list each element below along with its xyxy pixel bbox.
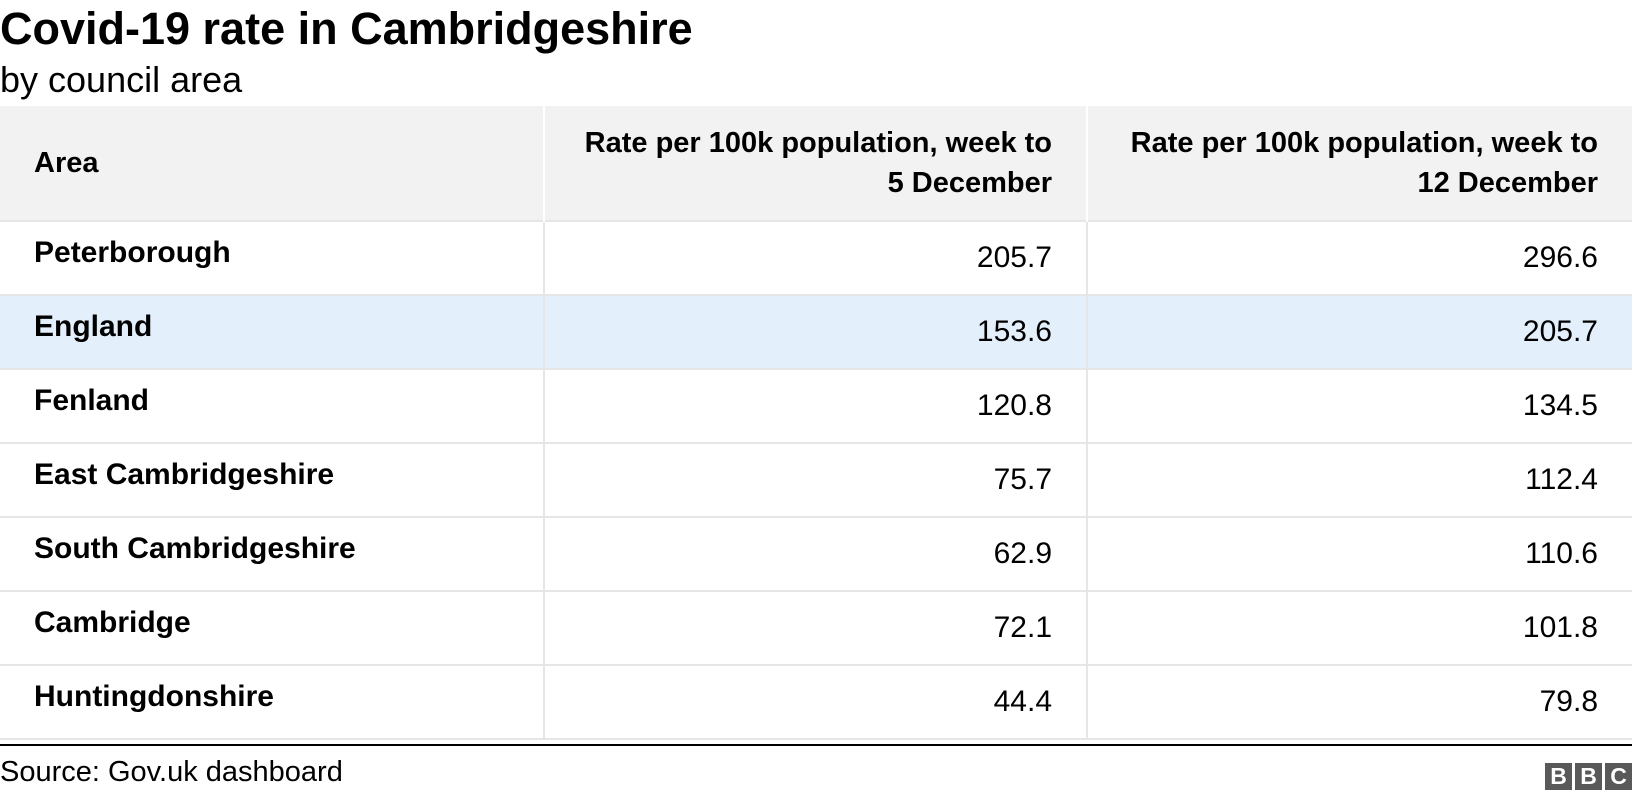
week-to-12-december-cell: 134.5 <box>1087 368 1632 443</box>
table-row: Cambridge 72.1 101.8 <box>0 590 1632 665</box>
bbc-logo-letter: B <box>1575 763 1602 790</box>
table-row: Peterborough 205.7 296.6 <box>0 220 1632 295</box>
footer-divider <box>0 744 1632 746</box>
column-header-week-to-5-december: Rate per 100k population, week to 5 Dece… <box>544 106 1088 221</box>
week-to-12-december-cell: 79.8 <box>1087 664 1632 740</box>
table-row: Fenland 120.8 134.5 <box>0 368 1632 443</box>
table-row: Huntingdonshire 44.4 79.8 <box>0 664 1632 740</box>
column-header-week-to-12-december: Rate per 100k population, week to 12 Dec… <box>1087 106 1632 221</box>
week-to-12-december-cell: 296.6 <box>1087 220 1632 295</box>
area-cell: East Cambridgeshire <box>0 442 545 517</box>
area-cell: Cambridge <box>0 590 545 665</box>
table-row: East Cambridgeshire 75.7 112.4 <box>0 442 1632 517</box>
table-body: Peterborough 205.7 296.6 England 153.6 205.7 F… <box>0 220 1632 740</box>
rates-table-container: Area Rate per 100k population, week to 5… <box>0 106 1632 740</box>
week-to-5-december-cell: 62.9 <box>544 516 1088 591</box>
bbc-logo: B B C <box>1545 763 1632 790</box>
chart-title: Covid-19 rate in Cambridgeshire <box>0 3 693 54</box>
column-header-area: Area <box>0 106 545 221</box>
week-to-5-december-cell: 72.1 <box>544 590 1088 665</box>
table-row: South Cambridgeshire 62.9 110.6 <box>0 516 1632 591</box>
week-to-5-december-cell: 44.4 <box>544 664 1088 740</box>
week-to-5-december-cell: 75.7 <box>544 442 1088 517</box>
week-to-5-december-cell: 120.8 <box>544 368 1088 443</box>
source-note: Source: Gov.uk dashboard <box>0 756 343 788</box>
week-to-12-december-cell: 101.8 <box>1087 590 1632 665</box>
rates-table: Area Rate per 100k population, week to 5… <box>0 106 1632 740</box>
header-row: Area Rate per 100k population, week to 5… <box>0 106 1632 221</box>
chart-subtitle: by council area <box>0 59 243 100</box>
area-cell: South Cambridgeshire <box>0 516 545 591</box>
table-row: England 153.6 205.7 <box>0 294 1632 369</box>
area-cell: Fenland <box>0 368 545 443</box>
week-to-12-december-cell: 205.7 <box>1087 294 1632 369</box>
area-cell: England <box>0 294 545 369</box>
table-header: Area Rate per 100k population, week to 5… <box>0 106 1632 221</box>
bbc-logo-letter: B <box>1545 763 1572 790</box>
area-cell: Peterborough <box>0 220 545 295</box>
week-to-5-december-cell: 205.7 <box>544 220 1088 295</box>
week-to-12-december-cell: 110.6 <box>1087 516 1632 591</box>
week-to-5-december-cell: 153.6 <box>544 294 1088 369</box>
week-to-12-december-cell: 112.4 <box>1087 442 1632 517</box>
bbc-logo-letter: C <box>1605 763 1632 790</box>
area-cell: Huntingdonshire <box>0 664 545 740</box>
